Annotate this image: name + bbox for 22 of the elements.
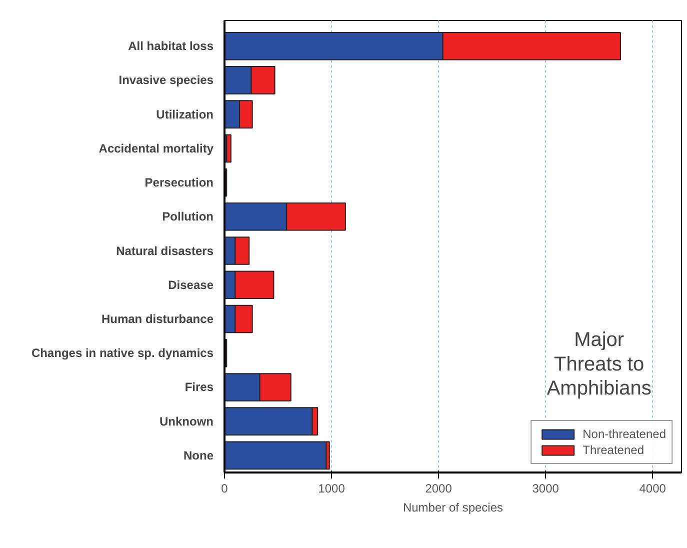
x-axis-title: Number of species: [402, 500, 504, 514]
x-tick-label: 1000: [318, 482, 346, 496]
y-tick-label: Natural disasters: [116, 244, 214, 258]
y-tick-label: Human disturbance: [101, 312, 214, 326]
legend-label: Non-threatened: [582, 427, 666, 441]
annotation: Major Threats to Amphibians: [546, 329, 652, 400]
x-tick-label: 2000: [425, 482, 452, 496]
y-tick-label: Invasive species: [118, 73, 214, 88]
y-tick-label: All habitat loss: [128, 39, 214, 54]
y-tick-label: Fires: [184, 380, 214, 394]
y-tick-label: Unknown: [160, 414, 214, 428]
x-tick-label: 0: [221, 482, 228, 496]
y-tick-label: Pollution: [162, 210, 214, 224]
x-tick-label: 4000: [639, 482, 666, 496]
y-tick-label: Accidental mortality: [98, 141, 214, 156]
legend-label: Threatened: [582, 443, 644, 457]
x-tick-label: 3000: [532, 482, 560, 496]
y-tick-label: None: [184, 448, 214, 462]
y-tick-label: Persecution: [144, 176, 214, 190]
y-tick-label: Changes in native sp. dynamics: [31, 346, 214, 360]
y-tick-label: Utilization: [156, 107, 214, 122]
y-tick-label: Disease: [168, 278, 214, 292]
